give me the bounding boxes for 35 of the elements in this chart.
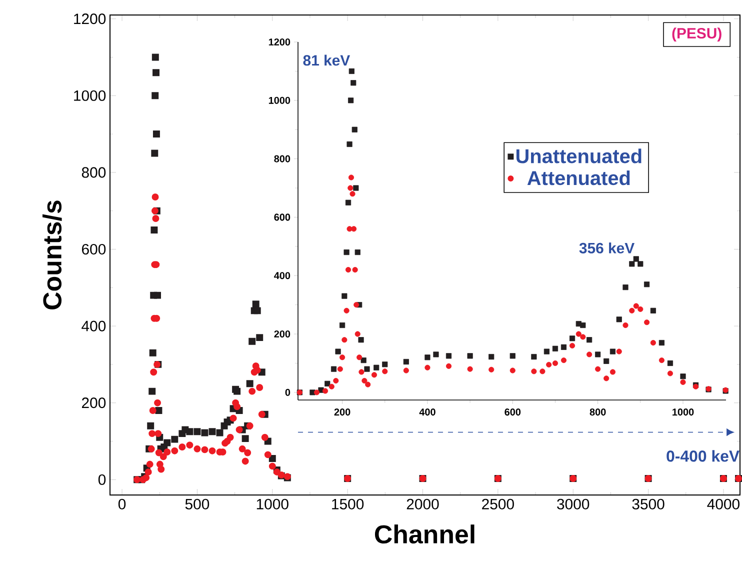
- legend-label: Unattenuated: [516, 148, 642, 164]
- annotation: 356 keV: [579, 242, 634, 254]
- x-tick-label: 200: [334, 408, 350, 416]
- y-tick-label: 1200: [268, 38, 290, 46]
- x-tick-label: 2000: [406, 498, 439, 510]
- legend-label: Attenuated: [527, 170, 630, 186]
- y-tick-label: 600: [82, 244, 106, 255]
- y-tick-label: 200: [274, 330, 290, 338]
- y-tick-label: 400: [274, 272, 290, 280]
- y-tick-label: 1200: [74, 14, 106, 24]
- x-tick-label: 0: [118, 498, 126, 510]
- x-tick-label: 4000: [707, 498, 740, 510]
- y-tick-label: 0: [285, 388, 290, 396]
- annotation: 0-400 keV: [666, 450, 740, 462]
- x-tick-label: 500: [185, 498, 210, 510]
- y-tick-label: 0: [98, 474, 106, 485]
- y-tick-label: 600: [274, 214, 290, 221]
- y-tick-label: 800: [82, 167, 106, 178]
- annotation: (PESU): [672, 28, 722, 42]
- y-tick-label: 400: [82, 320, 106, 332]
- x-tick-label: 1000: [672, 408, 694, 416]
- y-tick-label: 1000: [268, 96, 290, 104]
- annotation: 81 keV: [303, 54, 350, 66]
- x-tick-label: 400: [419, 408, 436, 416]
- x-tick-label: 3000: [557, 498, 590, 510]
- y-tick-label: 800: [274, 155, 290, 162]
- x-tick-label: 1500: [332, 498, 364, 510]
- x-tick-label: 800: [590, 408, 606, 416]
- x-tick-label: 3500: [632, 498, 664, 510]
- y-tick-label: 1000: [74, 90, 106, 101]
- x-axis-title: Channel: [374, 524, 474, 544]
- x-tick-label: 600: [504, 408, 521, 416]
- y-tick-label: 200: [82, 398, 106, 408]
- x-tick-label: 2500: [482, 498, 514, 510]
- y-axis-title: Counts/s: [42, 200, 62, 310]
